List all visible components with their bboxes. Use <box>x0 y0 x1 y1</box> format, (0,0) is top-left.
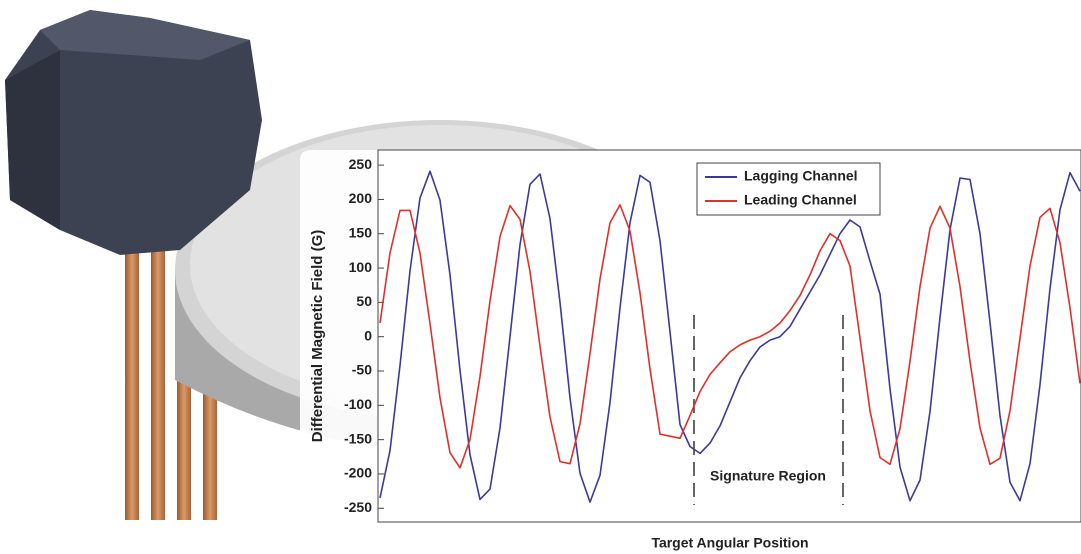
legend <box>696 162 881 216</box>
y-tick-label: -150 <box>344 430 372 446</box>
x-axis-label: Target Angular Position <box>651 535 808 551</box>
legend-label: Leading Channel <box>744 192 857 208</box>
y-axis-label: Differential Magnetic Field (G) <box>309 230 326 443</box>
annotation: Signature Region <box>710 468 826 484</box>
y-tick-label: 200 <box>349 190 373 206</box>
y-tick-label: -200 <box>344 465 372 481</box>
y-tick-label: 250 <box>349 156 373 172</box>
series-line <box>379 170 1081 503</box>
series-line <box>379 204 1081 469</box>
y-tick-label: 50 <box>356 293 372 309</box>
y-tick-label: -50 <box>352 362 372 378</box>
legend-label: Lagging Channel <box>744 168 858 184</box>
y-tick-label: -250 <box>344 499 372 515</box>
y-tick-label: 100 <box>349 259 373 275</box>
y-tick-label: 0 <box>364 327 372 343</box>
y-tick-label: -100 <box>344 396 372 412</box>
y-tick-label: 150 <box>349 224 373 240</box>
